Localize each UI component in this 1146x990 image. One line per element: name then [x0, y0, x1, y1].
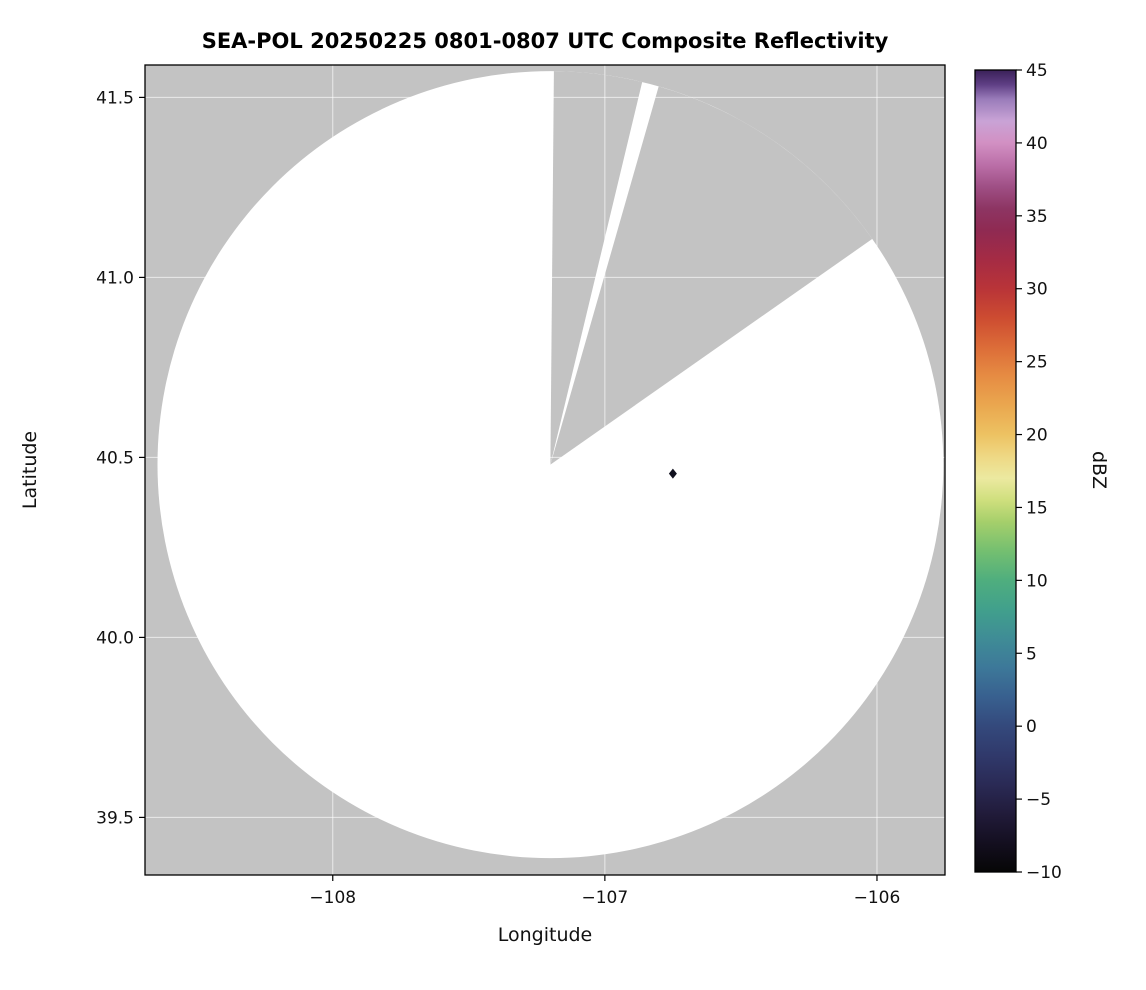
colorbar-tick-label: 40 [1026, 134, 1048, 154]
chart-title: SEA-POL 20250225 0801-0807 UTC Composite… [202, 29, 889, 53]
colorbar-tick-label: 10 [1026, 571, 1048, 591]
colorbar-tick-label: 25 [1026, 353, 1048, 373]
colorbar-tick-label: 0 [1026, 717, 1037, 737]
colorbar-label: dBZ [1088, 451, 1110, 489]
colorbar-tick-label: 5 [1026, 644, 1037, 664]
x-axis-label: Longitude [498, 924, 593, 946]
x-tick-label: −107 [582, 888, 629, 908]
colorbar-tick-label: 30 [1026, 280, 1048, 300]
x-tick-label: −108 [309, 888, 356, 908]
colorbar-tick-label: 45 [1026, 61, 1048, 81]
y-tick-label: 40.5 [96, 448, 134, 468]
blocked-sector [550, 71, 643, 465]
colorbar-tick-label: −10 [1026, 863, 1062, 883]
colorbar-tick-label: −5 [1026, 790, 1051, 810]
y-tick-label: 41.5 [96, 88, 134, 108]
colorbar-tick-label: 20 [1026, 426, 1048, 446]
plot-frame [144, 64, 946, 876]
blocked-sector [550, 86, 873, 465]
colorbar [975, 70, 1016, 872]
colorbar-frame [974, 69, 1017, 873]
y-tick-label: 39.5 [96, 808, 134, 828]
y-tick-label: 40.0 [96, 628, 134, 648]
y-axis-label: Latitude [19, 431, 41, 509]
y-tick-label: 41.0 [96, 268, 134, 288]
colorbar-tick-label: 35 [1026, 207, 1048, 227]
colorbar-tick-label: 15 [1026, 498, 1048, 518]
radar-echo [668, 468, 677, 479]
x-tick-label: −106 [854, 888, 901, 908]
